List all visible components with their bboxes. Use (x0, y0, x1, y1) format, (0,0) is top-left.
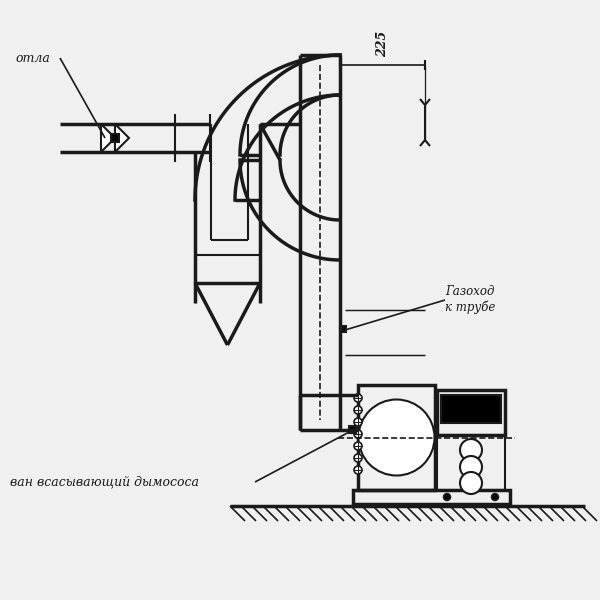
Polygon shape (115, 124, 129, 152)
Text: ван всасывающий дымососа: ван всасывающий дымососа (10, 475, 199, 488)
Circle shape (354, 430, 362, 438)
Bar (437, 435, 505, 490)
Circle shape (359, 400, 434, 475)
Circle shape (354, 418, 362, 426)
Circle shape (460, 456, 482, 478)
Circle shape (354, 406, 362, 414)
Circle shape (491, 493, 499, 500)
Circle shape (354, 394, 362, 402)
Circle shape (443, 493, 451, 500)
Circle shape (354, 442, 362, 450)
Text: Газоход
к трубе: Газоход к трубе (445, 285, 496, 314)
Bar (111, 134, 119, 142)
Text: 225: 225 (376, 31, 389, 57)
Bar (441, 395, 501, 423)
Polygon shape (101, 124, 115, 152)
Text: отла: отла (15, 52, 50, 64)
Circle shape (354, 454, 362, 462)
Bar (340, 326, 346, 332)
Circle shape (460, 439, 482, 461)
Circle shape (460, 472, 482, 494)
Bar (358, 385, 435, 490)
Circle shape (354, 466, 362, 474)
Bar (437, 390, 505, 435)
Bar (353, 490, 510, 504)
Bar (349, 426, 356, 433)
